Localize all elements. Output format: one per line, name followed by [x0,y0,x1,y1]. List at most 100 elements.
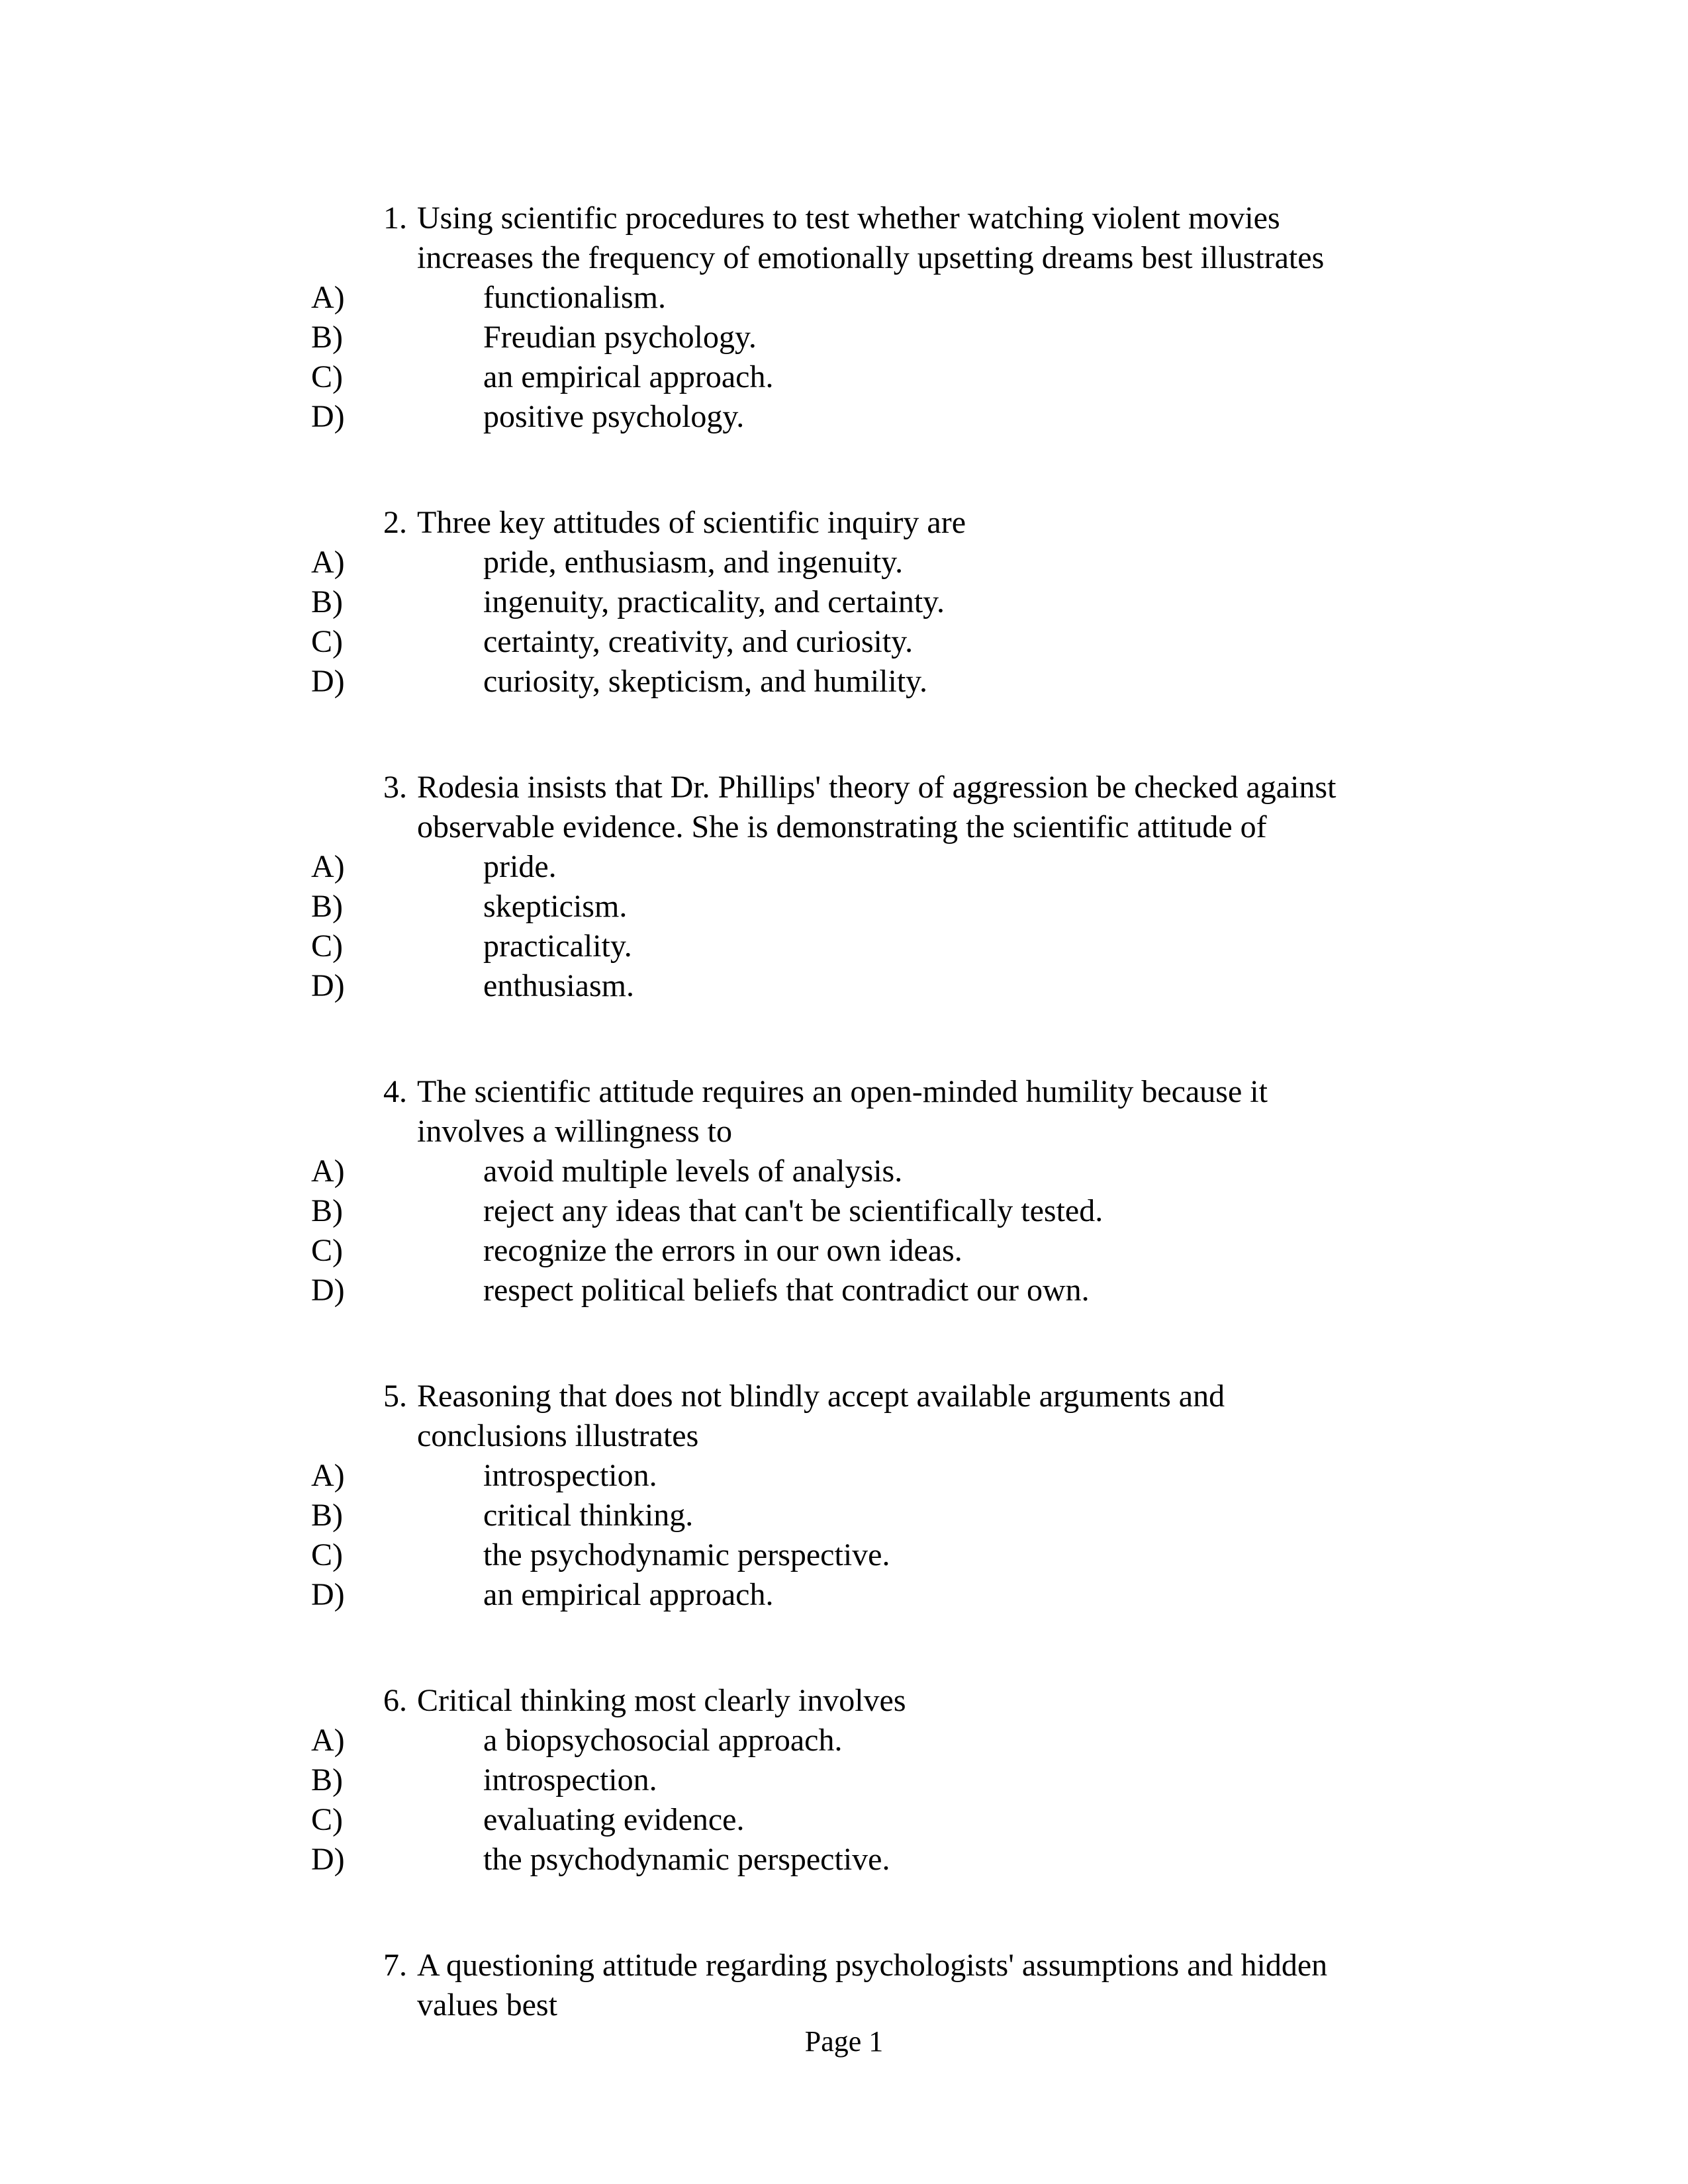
question-4: 4. The scientific attitude requires an o… [311,1072,1377,1310]
choice-letter: D) [311,662,371,702]
question-number: 2. [364,503,417,543]
choice-text: the psychodynamic perspective. [483,1840,1377,1880]
question-stem: 3. Rodesia insists that Dr. Phillips' th… [364,768,1377,847]
choice-letter: B) [311,1191,371,1231]
page-content: 1. Using scientific procedures to test w… [0,0,1688,2025]
choice-text: positive psychology. [483,397,1377,437]
question-number: 5. [364,1377,417,1456]
choice-letter: D) [311,966,371,1006]
question-2: 2. Three key attitudes of scientific inq… [311,503,1377,702]
choice-letter: D) [311,1575,371,1615]
choice-text: practicality. [483,927,1377,966]
choice-a: A) pride. [311,847,1377,887]
choice-letter: B) [311,1496,371,1535]
question-5: 5. Reasoning that does not blindly accep… [311,1377,1377,1615]
choice-a: A) pride, enthusiasm, and ingenuity. [311,543,1377,582]
choice-letter: B) [311,582,371,622]
choice-c: C) certainty, creativity, and curiosity. [311,622,1377,662]
question-text: A questioning attitude regarding psychol… [417,1946,1377,2025]
choice-b: B) skepticism. [311,887,1377,927]
choice-text: evaluating evidence. [483,1800,1377,1840]
choice-text: respect political beliefs that contradic… [483,1271,1377,1310]
choice-letter: C) [311,357,371,397]
choice-letter: B) [311,887,371,927]
choice-c: C) an empirical approach. [311,357,1377,397]
choice-a: A) avoid multiple levels of analysis. [311,1152,1377,1191]
choice-b: B) ingenuity, practicality, and certaint… [311,582,1377,622]
choice-d: D) positive psychology. [311,397,1377,437]
choice-d: D) curiosity, skepticism, and humility. [311,662,1377,702]
choice-a: A) functionalism. [311,278,1377,318]
choice-b: B) critical thinking. [311,1496,1377,1535]
choice-a: A) a biopsychosocial approach. [311,1721,1377,1760]
choice-letter: A) [311,1456,371,1496]
question-text: Three key attitudes of scientific inquir… [417,503,1377,543]
choice-b: B) reject any ideas that can't be scient… [311,1191,1377,1231]
choice-text: a biopsychosocial approach. [483,1721,1377,1760]
question-stem: 5. Reasoning that does not blindly accep… [364,1377,1377,1456]
choice-text: an empirical approach. [483,1575,1377,1615]
choice-d: D) an empirical approach. [311,1575,1377,1615]
choice-text: avoid multiple levels of analysis. [483,1152,1377,1191]
choice-text: certainty, creativity, and curiosity. [483,622,1377,662]
question-number: 1. [364,199,417,278]
choice-text: functionalism. [483,278,1377,318]
choice-letter: D) [311,1271,371,1310]
question-6: 6. Critical thinking most clearly involv… [311,1681,1377,1880]
choice-text: curiosity, skepticism, and humility. [483,662,1377,702]
choice-letter: C) [311,622,371,662]
choice-letter: D) [311,397,371,437]
choice-text: skepticism. [483,887,1377,927]
choice-letter: A) [311,278,371,318]
question-7: 7. A questioning attitude regarding psyc… [311,1946,1377,2025]
choice-letter: C) [311,927,371,966]
choice-letter: D) [311,1840,371,1880]
choice-b: B) introspection. [311,1760,1377,1800]
choice-letter: C) [311,1535,371,1575]
choice-text: introspection. [483,1456,1377,1496]
choice-text: pride. [483,847,1377,887]
question-stem: 2. Three key attitudes of scientific inq… [364,503,1377,543]
choice-c: C) recognize the errors in our own ideas… [311,1231,1377,1271]
question-number: 4. [364,1072,417,1152]
choice-text: enthusiasm. [483,966,1377,1006]
choice-letter: A) [311,847,371,887]
choice-letter: B) [311,1760,371,1800]
choice-d: D) enthusiasm. [311,966,1377,1006]
choice-letter: C) [311,1231,371,1271]
choice-text: critical thinking. [483,1496,1377,1535]
choice-text: Freudian psychology. [483,318,1377,357]
choice-d: D) respect political beliefs that contra… [311,1271,1377,1310]
choice-c: C) the psychodynamic perspective. [311,1535,1377,1575]
choice-letter: C) [311,1800,371,1840]
question-number: 7. [364,1946,417,2025]
choice-d: D) the psychodynamic perspective. [311,1840,1377,1880]
question-stem: 1. Using scientific procedures to test w… [364,199,1377,278]
choice-c: C) evaluating evidence. [311,1800,1377,1840]
choice-letter: A) [311,543,371,582]
question-stem: 4. The scientific attitude requires an o… [364,1072,1377,1152]
question-stem: 6. Critical thinking most clearly involv… [364,1681,1377,1721]
choice-letter: B) [311,318,371,357]
choice-text: reject any ideas that can't be scientifi… [483,1191,1377,1231]
question-1: 1. Using scientific procedures to test w… [311,199,1377,437]
question-text: Reasoning that does not blindly accept a… [417,1377,1377,1456]
choice-text: an empirical approach. [483,357,1377,397]
question-text: The scientific attitude requires an open… [417,1072,1377,1152]
choice-a: A) introspection. [311,1456,1377,1496]
choice-letter: A) [311,1721,371,1760]
choice-text: introspection. [483,1760,1377,1800]
question-text: Using scientific procedures to test whet… [417,199,1377,278]
question-number: 3. [364,768,417,847]
question-3: 3. Rodesia insists that Dr. Phillips' th… [311,768,1377,1006]
page-number: Page 1 [0,2025,1688,2058]
choice-text: recognize the errors in our own ideas. [483,1231,1377,1271]
choice-text: pride, enthusiasm, and ingenuity. [483,543,1377,582]
choice-b: B) Freudian psychology. [311,318,1377,357]
question-stem: 7. A questioning attitude regarding psyc… [364,1946,1377,2025]
question-text: Rodesia insists that Dr. Phillips' theor… [417,768,1377,847]
question-number: 6. [364,1681,417,1721]
choice-text: the psychodynamic perspective. [483,1535,1377,1575]
choice-letter: A) [311,1152,371,1191]
choice-text: ingenuity, practicality, and certainty. [483,582,1377,622]
